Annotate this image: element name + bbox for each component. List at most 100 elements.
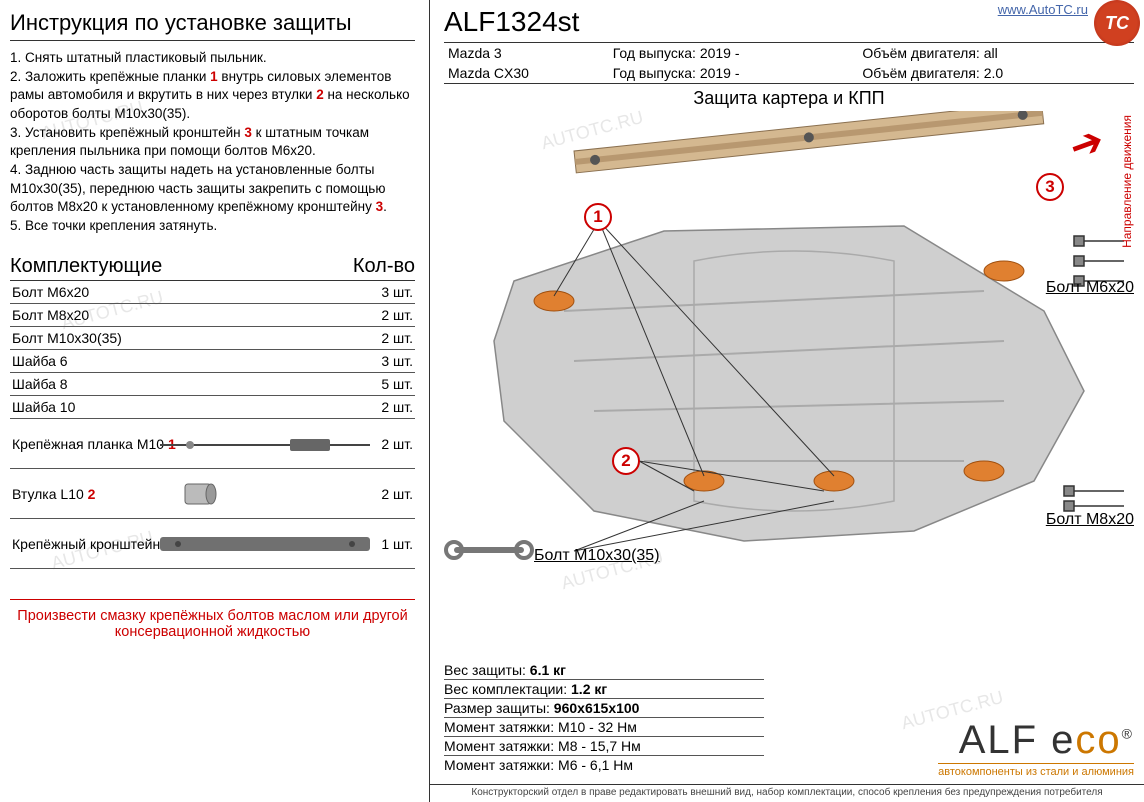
engine-value: 2.0 <box>984 65 1003 81</box>
spec-value: М8 - 15,7 Нм <box>554 738 641 754</box>
comp-name: Крепёжный кронштейн <box>12 536 164 552</box>
instr-text: Заложить крепёжные планки <box>21 69 210 84</box>
table-row: Шайба 85 шт. <box>10 373 415 396</box>
table-row: Болт М8х202 шт. <box>10 304 415 327</box>
engine-label: Объём двигателя: <box>862 65 979 81</box>
table-row: Mazda CX30 Год выпуска: 2019 - Объём дви… <box>444 63 1134 84</box>
logo-o: o <box>1097 718 1121 762</box>
logo-subtitle: автокомпоненты из стали и алюминия <box>938 763 1134 778</box>
ref-num: 2 <box>88 486 96 502</box>
spec-key: Момент затяжки: <box>444 719 554 735</box>
bolt-m8-label: Болт М8х20 <box>1046 511 1134 529</box>
components-title: Комплектующие <box>10 255 162 278</box>
comp-qty: 2 шт. <box>361 469 415 519</box>
comp-name-cell: Втулка L10 2 <box>10 469 361 519</box>
instr-num: 5. <box>10 218 21 233</box>
direction-label: Направление движения <box>1121 115 1134 248</box>
spec-row: Момент затяжки: М8 - 15,7 Нм <box>444 737 764 756</box>
spec-value: М6 - 6,1 Нм <box>554 757 633 773</box>
instr-text: . <box>383 199 387 214</box>
diagram-subtitle: Защита картера и КПП <box>444 88 1134 109</box>
instructions-list: 1. Снять штатный пластиковый пыльник. 2.… <box>10 49 415 235</box>
lubrication-note: Произвести смазку крепёжных болтов масло… <box>10 599 415 640</box>
spec-value: 6.1 кг <box>526 662 566 678</box>
spec-row: Момент затяжки: М10 - 32 Нм <box>444 718 764 737</box>
table-row: Крепёжный кронштейн 3 1 шт. <box>10 519 415 569</box>
instruction-item: 1. Снять штатный пластиковый пыльник. <box>10 49 415 67</box>
comp-qty: 2 шт. <box>361 327 415 350</box>
ref-num: 2 <box>316 87 324 102</box>
table-row: Шайба 102 шт. <box>10 396 415 419</box>
instr-num: 1. <box>10 50 21 65</box>
instr-text: Заднюю часть защиты надеть на установлен… <box>10 162 385 213</box>
callout-2: 2 <box>612 447 640 475</box>
tc-badge-icon: TC <box>1094 0 1140 46</box>
planka-icon <box>160 427 380 463</box>
comp-name: Шайба 8 <box>10 373 361 396</box>
bolt-m6-label: Болт М6х20 <box>1046 279 1134 297</box>
comp-name: Болт М6х20 <box>10 281 361 304</box>
spec-key: Размер защиты: <box>444 700 550 716</box>
comp-qty: 3 шт. <box>361 350 415 373</box>
table-row: Болт М6х203 шт. <box>10 281 415 304</box>
instr-num: 4. <box>10 162 21 177</box>
comp-qty: 3 шт. <box>361 281 415 304</box>
logo-reg: ® <box>1122 726 1134 742</box>
instruction-item: 2. Заложить крепёжные планки 1 внутрь си… <box>10 68 415 123</box>
instruction-item: 5. Все точки крепления затянуть. <box>10 217 415 235</box>
instr-num: 2. <box>10 69 21 84</box>
engine-value: all <box>984 45 998 61</box>
comp-name: Болт М10х30(35) <box>10 327 361 350</box>
comp-name: Шайба 10 <box>10 396 361 419</box>
vehicle-model: Mazda 3 <box>444 43 609 64</box>
comp-name: Шайба 6 <box>10 350 361 373</box>
ref-num: 3 <box>244 125 252 140</box>
callout-3: 3 <box>1036 173 1064 201</box>
vehicle-model: Mazda CX30 <box>444 63 609 84</box>
qty-title: Кол-во <box>353 255 415 278</box>
footer-note: Конструкторский отдел в праве редактиров… <box>430 784 1144 798</box>
comp-name-cell: Крепёжная планка М10 1 <box>10 419 361 469</box>
logo-c: c <box>1075 718 1097 762</box>
instruction-item: 3. Установить крепёжный кронштейн 3 к шт… <box>10 124 415 160</box>
diagram-area: 1 2 3 Направление движения ➔ Болт М6х20 … <box>444 111 1134 571</box>
comp-name-cell: Крепёжный кронштейн 3 <box>10 519 361 569</box>
year-label: Год выпуска: <box>613 45 696 61</box>
comp-qty: 2 шт. <box>361 396 415 419</box>
vtulka-icon <box>180 479 230 509</box>
instr-text: Установить крепёжный кронштейн <box>21 125 244 140</box>
ref-num: 1 <box>210 69 218 84</box>
spec-key: Вес защиты: <box>444 662 526 678</box>
spec-key: Момент затяжки: <box>444 738 554 754</box>
spec-row: Вес комплектации: 1.2 кг <box>444 680 764 699</box>
callout-1: 1 <box>584 203 612 231</box>
spec-key: Вес комплектации: <box>444 681 567 697</box>
spec-value: 960x615x100 <box>550 700 640 716</box>
kronstein-icon <box>160 533 380 557</box>
spec-value: 1.2 кг <box>567 681 607 697</box>
spec-value: М10 - 32 Нм <box>554 719 637 735</box>
comp-name: Крепёжная планка М10 <box>12 436 168 452</box>
table-row: Mazda 3 Год выпуска: 2019 - Объём двигат… <box>444 43 1134 64</box>
skid-plate-diagram <box>444 111 1134 571</box>
site-url-link[interactable]: www.AutoTC.ru <box>998 2 1088 17</box>
spec-row: Размер защиты: 960x615x100 <box>444 699 764 718</box>
instr-num: 3. <box>10 125 21 140</box>
table-row: Болт М10х30(35)2 шт. <box>10 327 415 350</box>
components-table: Болт М6х203 шт. Болт М8х202 шт. Болт М10… <box>10 281 415 569</box>
year-value: 2019 - <box>700 65 740 81</box>
table-row: Крепёжная планка М10 1 2 шт. <box>10 419 415 469</box>
logo-text: ALF eco® <box>938 718 1134 763</box>
right-column: ALF1324st Mazda 3 Год выпуска: 2019 - Об… <box>430 0 1144 802</box>
engine-label: Объём двигателя: <box>862 45 979 61</box>
logo: ALF eco® автокомпоненты из стали и алюми… <box>938 718 1134 778</box>
ref-num: 3 <box>376 199 384 214</box>
spec-row: Вес защиты: 6.1 кг <box>444 661 764 680</box>
table-row: Шайба 63 шт. <box>10 350 415 373</box>
instructions-title: Инструкция по установке защиты <box>10 10 415 41</box>
comp-qty: 2 шт. <box>361 304 415 327</box>
table-row: Втулка L10 2 2 шт. <box>10 469 415 519</box>
spec-row: Момент затяжки: М6 - 6,1 Нм <box>444 756 764 774</box>
components-header: Комплектующие Кол-во <box>10 255 415 281</box>
specs-block: Вес защиты: 6.1 кг Вес комплектации: 1.2… <box>444 661 764 774</box>
